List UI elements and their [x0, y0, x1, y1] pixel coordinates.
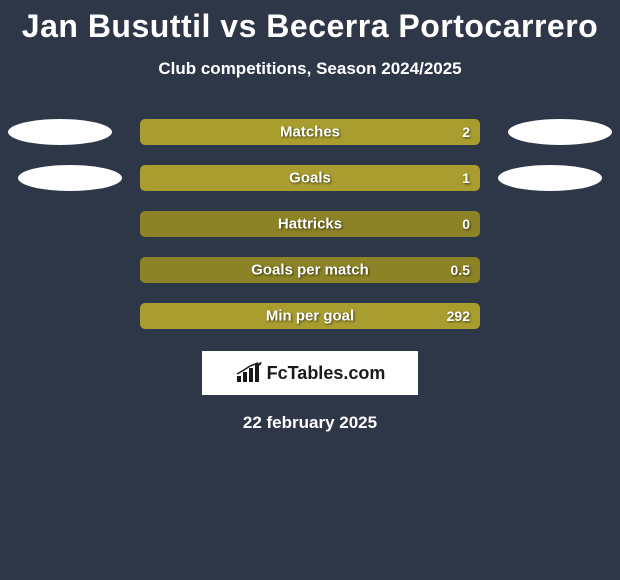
stat-row: Goals 1 — [0, 165, 620, 191]
stats-list: Matches 2 Goals 1 Hattricks 0 — [0, 119, 620, 329]
subtitle: Club competitions, Season 2024/2025 — [0, 59, 620, 79]
stat-label: Matches — [280, 124, 340, 141]
logo-text: FcTables.com — [267, 363, 386, 384]
stat-row: Matches 2 — [0, 119, 620, 145]
page-title: Jan Busuttil vs Becerra Portocarrero — [0, 8, 620, 45]
stat-value: 0.5 — [451, 262, 470, 278]
player-right-ellipse — [508, 119, 612, 145]
stat-bar: Goals per match 0.5 — [140, 257, 480, 283]
stat-label: Goals per match — [251, 262, 369, 279]
stat-label: Min per goal — [266, 308, 354, 325]
stat-value: 2 — [462, 124, 470, 140]
player-left-ellipse — [8, 119, 112, 145]
player-right-ellipse — [498, 165, 602, 191]
bar-chart-icon — [235, 362, 263, 384]
stat-bar: Hattricks 0 — [140, 211, 480, 237]
stat-value: 1 — [462, 170, 470, 186]
date-text: 22 february 2025 — [0, 413, 620, 433]
stat-row: Min per goal 292 — [0, 303, 620, 329]
stat-bar: Min per goal 292 — [140, 303, 480, 329]
stat-value: 0 — [462, 216, 470, 232]
stat-row: Hattricks 0 — [0, 211, 620, 237]
stat-bar: Goals 1 — [140, 165, 480, 191]
stat-bar: Matches 2 — [140, 119, 480, 145]
stat-label: Goals — [289, 170, 331, 187]
logo-box: FcTables.com — [202, 351, 418, 395]
stat-row: Goals per match 0.5 — [0, 257, 620, 283]
infographic-container: Jan Busuttil vs Becerra Portocarrero Clu… — [0, 0, 620, 433]
player-left-ellipse — [18, 165, 122, 191]
stat-label: Hattricks — [278, 216, 342, 233]
stat-value: 292 — [447, 308, 470, 324]
